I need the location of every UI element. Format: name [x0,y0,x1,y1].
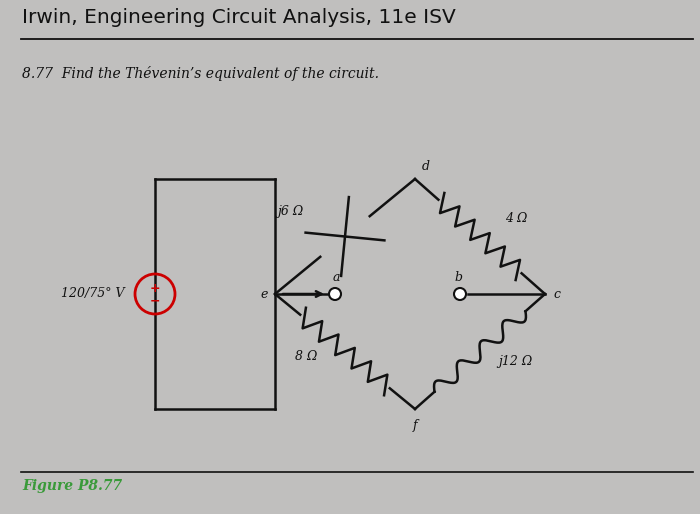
Text: d: d [422,160,430,173]
Text: 8 Ω: 8 Ω [295,350,317,363]
Text: −: − [150,295,160,307]
Circle shape [329,288,341,300]
Text: b: b [454,271,462,284]
Text: a: a [332,271,340,284]
Circle shape [454,288,466,300]
Text: j6 Ω: j6 Ω [277,206,303,218]
Text: j12 Ω: j12 Ω [498,355,532,368]
Text: c: c [553,287,560,301]
Text: 120/75° V: 120/75° V [62,287,125,301]
Text: 4 Ω: 4 Ω [505,212,527,225]
Text: +: + [150,282,160,295]
Text: f: f [413,419,417,432]
Text: Figure P8.77: Figure P8.77 [22,479,122,493]
Text: 8.77  Find the Thévenin’s equivalent of the circuit.: 8.77 Find the Thévenin’s equivalent of t… [22,66,379,81]
Text: Irwin, Engineering Circuit Analysis, 11e ISV: Irwin, Engineering Circuit Analysis, 11e… [22,8,456,27]
Text: e: e [260,287,268,301]
